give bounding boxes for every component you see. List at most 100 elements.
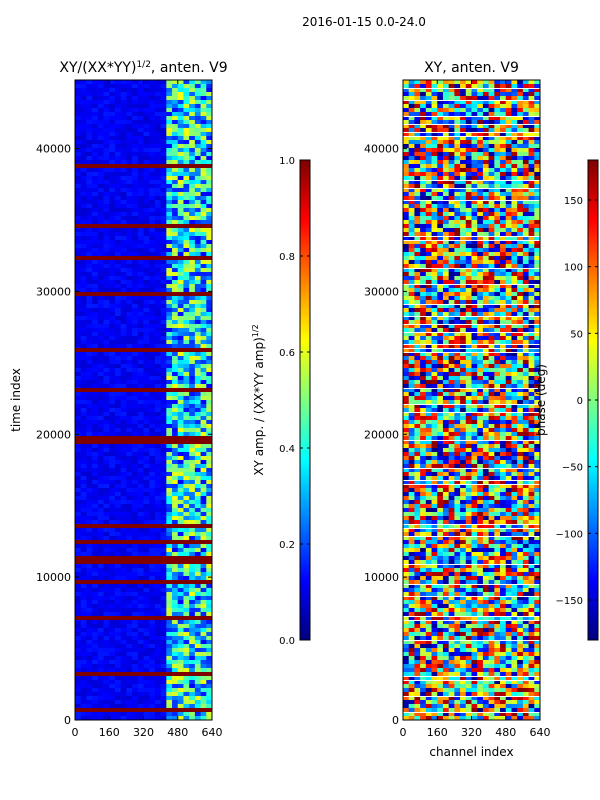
heatmap-cell — [420, 232, 427, 237]
heatmap-cell — [86, 404, 93, 409]
heatmap-cell — [177, 588, 184, 593]
heatmap-cell — [183, 424, 190, 429]
heatmap-cell — [437, 212, 444, 217]
heatmap-cell — [194, 668, 201, 673]
heatmap-cell — [189, 188, 196, 193]
heatmap-cell — [132, 364, 139, 369]
heatmap-cell — [408, 204, 415, 209]
heatmap-cell — [442, 236, 450, 241]
heatmap-cell — [80, 628, 87, 633]
heatmap-cell — [448, 112, 455, 117]
heatmap-cell — [109, 80, 116, 85]
heatmap-cell — [86, 652, 93, 657]
heatmap-cell — [97, 552, 104, 557]
heatmap-cell — [172, 660, 179, 665]
heatmap-cell — [103, 532, 110, 537]
heatmap-cell — [137, 348, 144, 353]
heatmap-cell — [143, 640, 150, 645]
heatmap-cell — [126, 112, 133, 117]
heatmap-cell — [425, 176, 432, 181]
heatmap-cell — [471, 156, 478, 161]
heatmap-cell — [460, 156, 467, 161]
heatmap-cell — [103, 312, 110, 317]
heatmap-cell — [200, 148, 207, 153]
heatmap-cell — [143, 496, 150, 501]
heatmap-cell — [75, 472, 82, 477]
heatmap-cell — [200, 304, 207, 309]
heatmap-cell — [149, 540, 156, 545]
heatmap-cell — [143, 276, 150, 281]
heatmap-cell — [477, 176, 484, 181]
heatmap-cell — [154, 400, 162, 405]
heatmap-cell — [109, 236, 116, 241]
heatmap-cell — [460, 96, 467, 101]
heatmap-cell — [200, 320, 207, 325]
heatmap-cell — [92, 488, 99, 493]
heatmap-cell — [160, 348, 167, 353]
heatmap-cell — [448, 176, 455, 181]
heatmap-cell — [92, 88, 99, 93]
heatmap-cell — [166, 384, 173, 389]
heatmap-cell — [500, 160, 507, 165]
heatmap-cell — [103, 716, 110, 720]
heatmap-cell — [177, 368, 184, 373]
heatmap-cell — [172, 716, 179, 720]
heatmap-cell — [80, 284, 87, 289]
heatmap-cell — [482, 208, 490, 213]
heatmap-cell — [189, 224, 196, 229]
heatmap-cell — [528, 128, 535, 133]
heatmap-cell — [494, 80, 501, 85]
heatmap-cell — [425, 120, 432, 125]
heatmap-cell — [166, 448, 173, 453]
heatmap-cell — [200, 704, 207, 709]
heatmap-cell — [103, 120, 110, 125]
heatmap-cell — [206, 136, 212, 141]
heatmap-cell — [143, 300, 150, 305]
heatmap-cell — [75, 608, 82, 613]
heatmap-cell — [92, 608, 99, 613]
heatmap-cell — [120, 388, 127, 393]
heatmap-cell — [172, 668, 179, 673]
heatmap-cell — [154, 580, 162, 585]
heatmap-cell — [528, 156, 535, 161]
heatmap-cell — [408, 88, 415, 93]
heatmap-cell — [92, 284, 99, 289]
heatmap-cell — [431, 224, 438, 229]
heatmap-cell — [126, 356, 133, 361]
heatmap-cell — [183, 388, 190, 393]
heatmap-cell — [86, 360, 93, 365]
heatmap-cell — [166, 512, 173, 517]
heatmap-cell — [103, 176, 110, 181]
heatmap-cell — [172, 212, 179, 217]
heatmap-cell — [103, 596, 110, 601]
heatmap-cell — [482, 184, 490, 189]
heatmap-cell — [86, 332, 93, 337]
heatmap-cell — [189, 80, 196, 85]
heatmap-cell — [194, 556, 201, 561]
heatmap-cell — [143, 600, 150, 605]
heatmap-cell — [200, 324, 207, 329]
heatmap-cell — [448, 156, 455, 161]
heatmap-cell — [500, 80, 507, 85]
heatmap-cell — [132, 704, 139, 709]
heatmap-cell — [471, 256, 478, 261]
heatmap-cell — [137, 480, 144, 485]
heatmap-cell — [92, 96, 99, 101]
heatmap-cell — [460, 140, 467, 145]
heatmap-cell — [143, 684, 150, 689]
heatmap-cell — [172, 544, 179, 549]
heatmap-cell — [160, 572, 167, 577]
heatmap-cell — [206, 444, 212, 449]
heatmap-cell — [517, 228, 524, 233]
heatmap-cell — [114, 624, 122, 629]
heatmap-cell — [448, 152, 455, 157]
heatmap-cell — [137, 596, 144, 601]
heatmap-cell — [183, 380, 190, 385]
heatmap-cell — [160, 304, 167, 309]
heatmap-cell — [149, 568, 156, 573]
heatmap-cell — [160, 80, 167, 85]
heatmap-cell — [92, 268, 99, 273]
heatmap-cell — [109, 468, 116, 473]
heatmap-cell — [86, 440, 93, 445]
heatmap-cell — [420, 164, 427, 169]
